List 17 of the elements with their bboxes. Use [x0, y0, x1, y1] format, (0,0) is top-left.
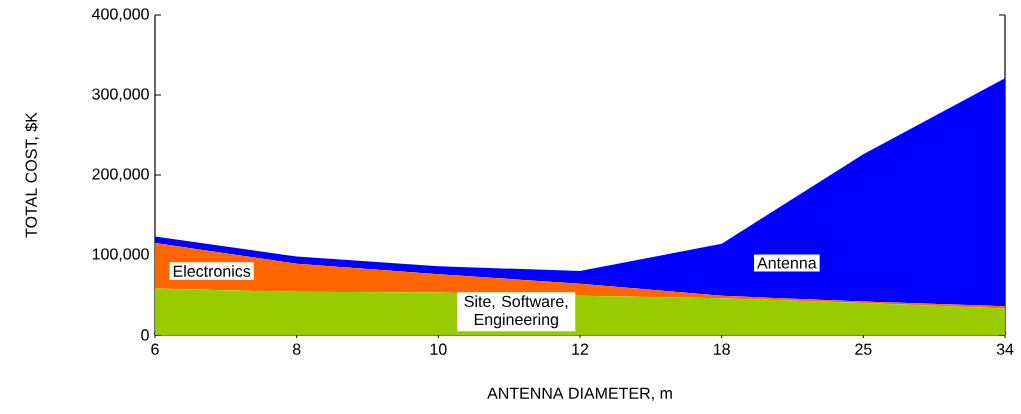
y-tick-label: 100,000: [92, 248, 149, 262]
x-tick-label: 8: [292, 343, 301, 355]
y-tick-label: 300,000: [92, 88, 149, 102]
y-axis-title: TOTAL COST, $K: [24, 112, 39, 238]
x-tick-label: 34: [996, 343, 1014, 355]
y-tick-label: 0: [141, 329, 149, 341]
x-tick-label: 25: [855, 343, 872, 355]
y-tick-label: 200,000: [92, 168, 149, 182]
series-label: Site, Software, Engineering: [464, 295, 568, 329]
y-tick-label: 400,000: [92, 8, 149, 22]
series-label: Antenna: [757, 257, 817, 269]
x-tick-label: 18: [713, 343, 730, 355]
x-tick-label: 6: [151, 343, 159, 355]
x-tick-label: 10: [430, 343, 447, 355]
x-axis-title: ANTENNA DIAMETER, m: [487, 387, 672, 401]
x-tick-label: 12: [572, 343, 589, 355]
series-label: Electronics: [173, 265, 251, 277]
